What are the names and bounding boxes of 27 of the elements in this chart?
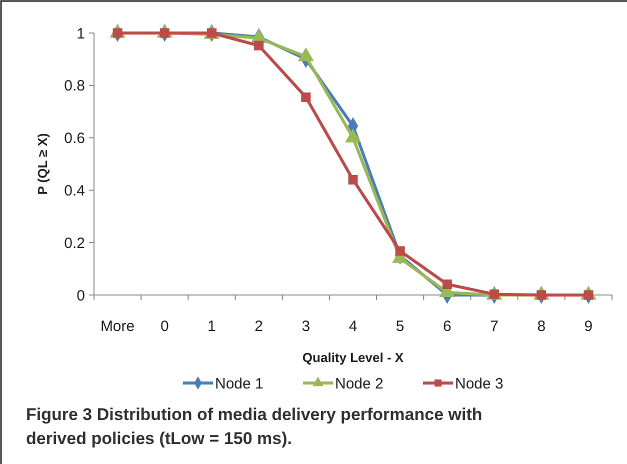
x-tick-label: 4 [348, 318, 358, 335]
text: Figure 3 Distribution of media delivery performance with derived policies (tLow = 150 ms). [26, 405, 482, 448]
y-tick-label: 0.8 [64, 78, 85, 95]
y-tick-label: 0 [76, 287, 85, 304]
x-tick-label: 0 [160, 318, 169, 335]
point [301, 92, 311, 102]
x-tick-label: 9 [584, 318, 593, 335]
legend-label: Node 1 [215, 375, 264, 392]
x-tick-label: More [100, 318, 135, 335]
legend-label: Node 2 [335, 375, 384, 392]
x-axis-title: Quality Level - X [302, 350, 404, 365]
point [395, 246, 405, 256]
x-tick-label: 7 [490, 318, 498, 335]
x-tick-label: 8 [537, 318, 546, 335]
y-tick-label: 1 [76, 25, 85, 42]
x-tick-label: 5 [396, 318, 404, 335]
x-tick-label: 1 [208, 318, 216, 335]
legend-label: Node 3 [455, 375, 504, 392]
y-axis-title: P (QL ≥ X) [35, 133, 50, 195]
y-tick-label: 0.2 [64, 234, 85, 252]
x-tick-label: 3 [302, 318, 310, 335]
point [442, 280, 452, 289]
x-tick-label: 2 [254, 318, 263, 335]
y-tick-label: 0.4 [64, 182, 85, 200]
x-tick-label: 6 [443, 318, 452, 335]
y-tick-label: 0.6 [64, 130, 85, 148]
point [348, 174, 358, 184]
